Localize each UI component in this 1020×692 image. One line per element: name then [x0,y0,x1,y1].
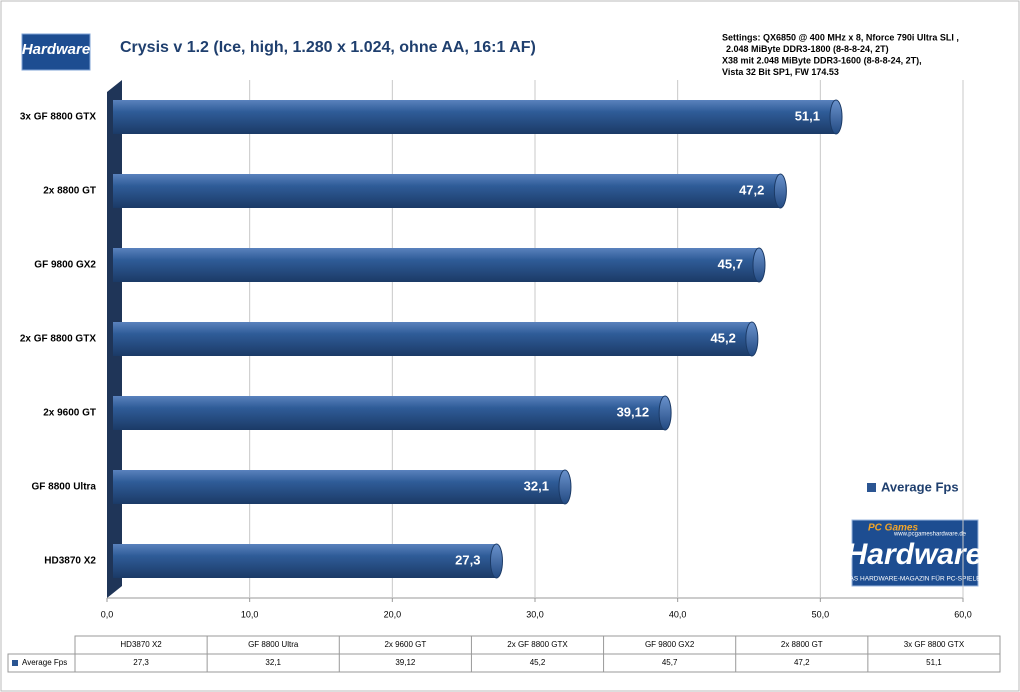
bar-cap [745,321,759,357]
x-tick-label: 30,0 [526,609,544,619]
table-header: 3x GF 8800 GTX [904,640,965,649]
bar [113,248,759,282]
y-tick-label: 3x GF 8800 GTX [20,112,96,123]
bar-cap [773,173,787,209]
table-cell: 47,2 [794,658,810,667]
table-border [7,653,1001,673]
bar [113,470,565,504]
legend-swatch [867,483,876,492]
table-cell: 39,12 [395,658,416,667]
value-label: 32,1 [524,478,549,493]
logo-brand: PC Games [868,523,918,534]
bar [113,396,666,430]
y-tick-label: 2x GF 8800 GTX [20,334,96,345]
y-tick-label: HD3870 X2 [44,556,96,567]
annotation-line: Vista 32 Bit SP1, FW 174.53 [722,67,839,77]
annotation: Settings: QX6850 @ 400 MHz x 8, Nforce 7… [722,32,959,77]
table-cell: 27,3 [133,658,149,667]
annotation-line: Settings: QX6850 @ 400 MHz x 8, Nforce 7… [722,32,959,42]
table-header: 2x 9600 GT [384,640,426,649]
table-header: 2x 8800 GT [781,640,823,649]
table-cell: 45,7 [662,658,678,667]
bar-cap [558,469,572,505]
bar [113,322,752,356]
bar-cap [752,247,766,283]
value-label: 45,2 [711,330,736,345]
value-label: 47,2 [739,182,764,197]
table-cell: 51,1 [926,658,942,667]
x-tick-label: 0,0 [101,609,114,619]
bar [113,544,497,578]
x-tick-label: 50,0 [812,609,830,619]
value-label: 45,7 [718,256,743,271]
bar [113,174,781,208]
y-tick-label: 2x 8800 GT [43,186,96,197]
value-label: 51,1 [795,108,820,123]
small-logo-text: Hardware [22,41,90,58]
y-tick-label: 2x 9600 GT [43,408,96,419]
logo-tagline: DAS HARDWARE-MAGAZIN FÜR PC-SPIELER [845,575,986,583]
bar-cap [829,99,843,135]
chart-title: Crysis v 1.2 (Ice, high, 1.280 x 1.024, … [120,39,536,56]
x-tick-label: 20,0 [384,609,402,619]
bar-cap [658,395,672,431]
table-header: 2x GF 8800 GTX [507,640,568,649]
value-label: 27,3 [455,552,480,567]
table-header: GF 9800 GX2 [645,640,695,649]
table-cell: 32,1 [265,658,281,667]
y-tick-label: GF 9800 GX2 [34,260,96,271]
legend-label: Average Fps [881,479,959,494]
annotation-line: 2.048 MiByte DDR3-1800 (8-8-8-24, 2T) [726,44,889,54]
logo-url: www.pcgameshardware.de [893,532,967,538]
logo-name: Hardware [846,538,983,571]
bar [113,100,837,134]
x-tick-label: 10,0 [241,609,259,619]
value-label: 39,12 [617,404,650,419]
table-header: HD3870 X2 [120,640,162,649]
bar-cap [489,543,503,579]
small-logo: Hardware [21,33,91,71]
y-tick-label: GF 8800 Ultra [32,482,97,493]
table-series-name: Average Fps [22,658,67,667]
x-tick-label: 60,0 [954,609,972,619]
x-tick-label: 40,0 [669,609,687,619]
table-legend-swatch [12,660,18,666]
annotation-line: X38 mit 2.048 MiByte DDR3-1600 (8-8-8-24… [722,55,922,65]
table-header: GF 8800 Ultra [248,640,299,649]
big-logo: PC Games www.pcgameshardware.de Hardware… [845,519,986,587]
table-cell: 45,2 [530,658,546,667]
